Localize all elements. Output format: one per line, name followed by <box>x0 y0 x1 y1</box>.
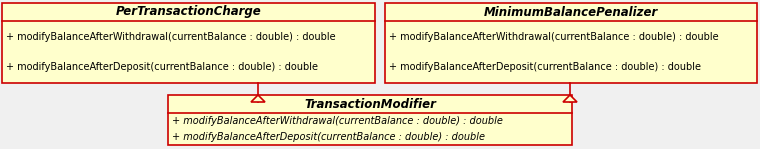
Text: MinimumBalancePenalizer: MinimumBalancePenalizer <box>484 6 658 18</box>
Polygon shape <box>251 95 265 102</box>
Text: + modifyBalanceAfterDeposit(currentBalance : double) : double: + modifyBalanceAfterDeposit(currentBalan… <box>6 62 318 73</box>
Text: + modifyBalanceAfterWithdrawal(currentBalance : double) : double: + modifyBalanceAfterWithdrawal(currentBa… <box>172 116 503 126</box>
Text: + modifyBalanceAfterDeposit(currentBalance : double) : double: + modifyBalanceAfterDeposit(currentBalan… <box>172 132 485 142</box>
Bar <box>2 3 375 83</box>
Text: + modifyBalanceAfterDeposit(currentBalance : double) : double: + modifyBalanceAfterDeposit(currentBalan… <box>389 62 701 73</box>
Text: TransactionModifier: TransactionModifier <box>304 97 436 111</box>
Text: + modifyBalanceAfterWithdrawal(currentBalance : double) : double: + modifyBalanceAfterWithdrawal(currentBa… <box>6 31 336 42</box>
Bar <box>168 95 572 145</box>
Text: + modifyBalanceAfterWithdrawal(currentBalance : double) : double: + modifyBalanceAfterWithdrawal(currentBa… <box>389 31 719 42</box>
Bar <box>385 3 757 83</box>
Polygon shape <box>563 95 577 102</box>
Text: PerTransactionCharge: PerTransactionCharge <box>116 6 261 18</box>
